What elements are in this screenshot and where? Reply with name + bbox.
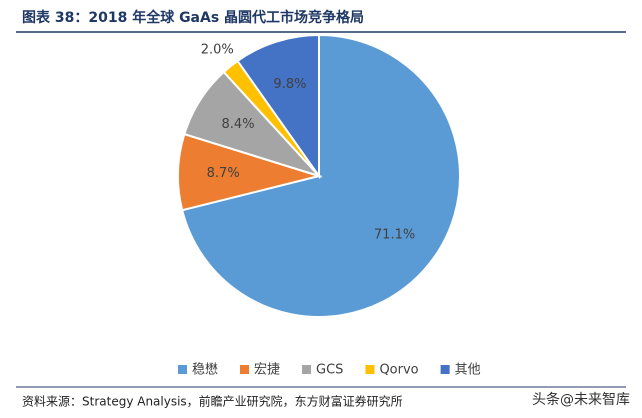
legend-label: 稳懋 — [192, 362, 218, 378]
legend-swatch — [365, 365, 375, 374]
legend-label: GCS — [316, 363, 343, 378]
value-label: 2.0% — [201, 42, 234, 57]
legend-swatch — [178, 365, 187, 374]
value-label: 8.4% — [222, 117, 255, 132]
legend-swatch — [302, 365, 312, 374]
legend-label: Qorvo — [379, 363, 418, 378]
legend-swatch — [440, 365, 450, 374]
pie-slice — [236, 33, 320, 180]
legend-label: 其他 — [455, 363, 481, 378]
watermark: 头条@未来智库 — [532, 391, 630, 408]
value-label: 8.7% — [207, 166, 240, 181]
legend-swatch — [240, 365, 250, 374]
value-label: 71.1% — [374, 228, 415, 243]
legend-label: 宏捷 — [254, 363, 280, 378]
value-label: 9.8% — [273, 77, 306, 92]
chart-title: 图表 38：2018 年全球 GaAs 晶圆代工市场竞争格局 — [22, 9, 364, 26]
source-note: 资料来源：Strategy Analysis，前瞻产业研究院，东方财富证券研究所 — [22, 394, 403, 409]
